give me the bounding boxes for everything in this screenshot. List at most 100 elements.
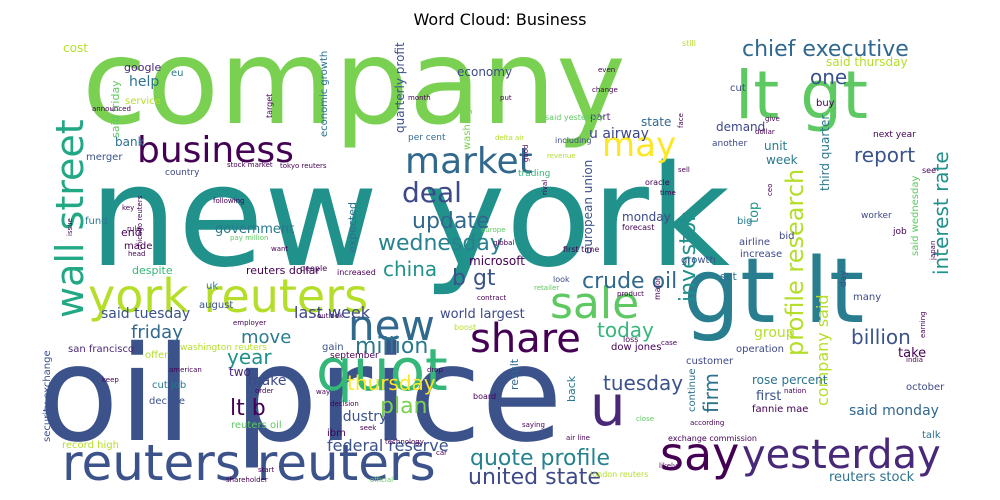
word-said-wednesday: said wednesday	[910, 176, 921, 256]
word-saying: saying	[522, 421, 545, 429]
word-shareholder: shareholder	[226, 476, 268, 484]
word-london-reuters: london reuters	[590, 470, 648, 479]
word-ceo: ceo	[766, 184, 774, 196]
word-service: service	[125, 96, 161, 107]
word-board: board	[473, 392, 496, 401]
word-security-exchange: security exchange	[42, 350, 53, 442]
word-lt-gt: lt gt	[735, 57, 868, 134]
word-third-quarter: third quarter	[818, 115, 832, 191]
word-eu: eu	[171, 68, 184, 79]
word-employer: employer	[233, 319, 266, 327]
word-rival: rival	[541, 180, 549, 195]
word-new: new	[348, 301, 435, 350]
word-two: two	[229, 365, 251, 379]
word-expected: expected	[346, 202, 359, 253]
word-reuters-stock: reuters stock	[829, 470, 915, 485]
word-bid: bid	[779, 231, 794, 242]
word-nation: nation	[784, 387, 806, 395]
word-cut: cut	[730, 83, 746, 94]
word-outlook: outlook	[317, 312, 344, 320]
word-record-high: record high	[62, 440, 119, 451]
word-change: change	[592, 86, 618, 94]
word-decline: decline	[149, 396, 185, 407]
word-loss: loss	[623, 335, 638, 344]
word-revenue: revenue	[547, 152, 576, 160]
word-billion: billion	[851, 325, 911, 349]
word-investor: investor	[676, 212, 701, 302]
word-friday: friday	[131, 322, 183, 343]
word-chicago-reuters: chicago reuters	[136, 195, 144, 250]
word-another: another	[712, 139, 747, 149]
word-set: set	[720, 270, 737, 283]
word-decision: decision	[330, 400, 359, 408]
word-said-friday: said friday	[109, 80, 122, 138]
word-move: move	[241, 327, 291, 348]
word-product: product	[617, 290, 644, 298]
word-buy: buy	[816, 98, 835, 109]
word-close: close	[636, 415, 654, 423]
word-reuters-oil: reuters oil	[231, 420, 282, 431]
word-economic-growth: economic growth	[319, 51, 330, 137]
word-oracle: oracle	[645, 178, 670, 187]
word-firm: firm	[699, 373, 723, 413]
word-washington-reuters: washington reuters	[180, 343, 267, 353]
word-per-cent: per cent	[408, 133, 446, 143]
word-month: month	[408, 94, 431, 102]
word-b-gt: b gt	[452, 266, 496, 291]
word-said-monday: said monday	[849, 403, 939, 419]
word-start: start	[258, 466, 275, 474]
word-increase: increase	[740, 249, 782, 260]
word-quot: quot	[316, 336, 448, 404]
chart-title: Word Cloud: Business	[413, 10, 587, 29]
word-growth: growth	[681, 255, 716, 266]
word-gt-lt: gt lt	[683, 239, 864, 344]
word-next-year: next year	[873, 130, 916, 140]
word-microsoft: microsoft	[469, 254, 525, 268]
word-bank: bank	[115, 135, 145, 149]
word-market: market	[405, 141, 533, 182]
word-business: business	[137, 130, 294, 171]
word-people: people	[300, 264, 327, 273]
word-demand: demand	[716, 120, 765, 134]
word-report: report	[854, 143, 915, 167]
word-today: today	[597, 318, 654, 342]
word-interest-rate: interest rate	[929, 151, 953, 275]
word-pay-million: pay million	[230, 234, 268, 242]
word-global: global	[493, 239, 514, 247]
word-delta-air: delta air	[495, 134, 524, 142]
word-end: end	[121, 226, 142, 239]
word-u: u	[590, 374, 626, 439]
word-uk: uk	[206, 281, 218, 292]
word-india: india	[906, 356, 923, 364]
word-unit: unit	[764, 139, 788, 153]
word-worker: worker	[861, 211, 892, 221]
word-share: share	[470, 316, 581, 362]
word-many: many	[853, 292, 881, 303]
word-day: day	[839, 270, 849, 287]
word-last-week: last week	[294, 303, 371, 322]
word-united-state: united state	[468, 465, 601, 490]
word-tuesday: tuesday	[603, 371, 683, 395]
word-big: big	[737, 216, 752, 227]
word-customer: customer	[686, 356, 734, 367]
word-europe: europe	[481, 226, 506, 234]
word-crude-oil: crude oil	[582, 269, 677, 294]
word-including: including	[555, 136, 591, 145]
word-google: google	[124, 61, 161, 74]
word-wednesday: wednesday	[378, 231, 503, 256]
word-job: job	[892, 227, 907, 237]
word-top: top	[747, 202, 762, 223]
word-oil-price: oil price	[38, 318, 563, 472]
word-million: million	[355, 334, 428, 359]
word-retailer: retailer	[534, 284, 559, 292]
word-lt-b: lt b	[230, 396, 266, 421]
word-american: american	[169, 366, 202, 374]
word-industry: industry	[330, 409, 387, 425]
word-u-airway: u airway	[589, 126, 649, 142]
word-thursday: thursday	[347, 371, 436, 395]
word-european-union: european union	[581, 160, 595, 254]
word-cut-job: cut job	[152, 380, 186, 391]
word-operation: operation	[736, 344, 784, 355]
word-merger: merger	[86, 152, 123, 163]
word-year: year	[227, 345, 272, 369]
